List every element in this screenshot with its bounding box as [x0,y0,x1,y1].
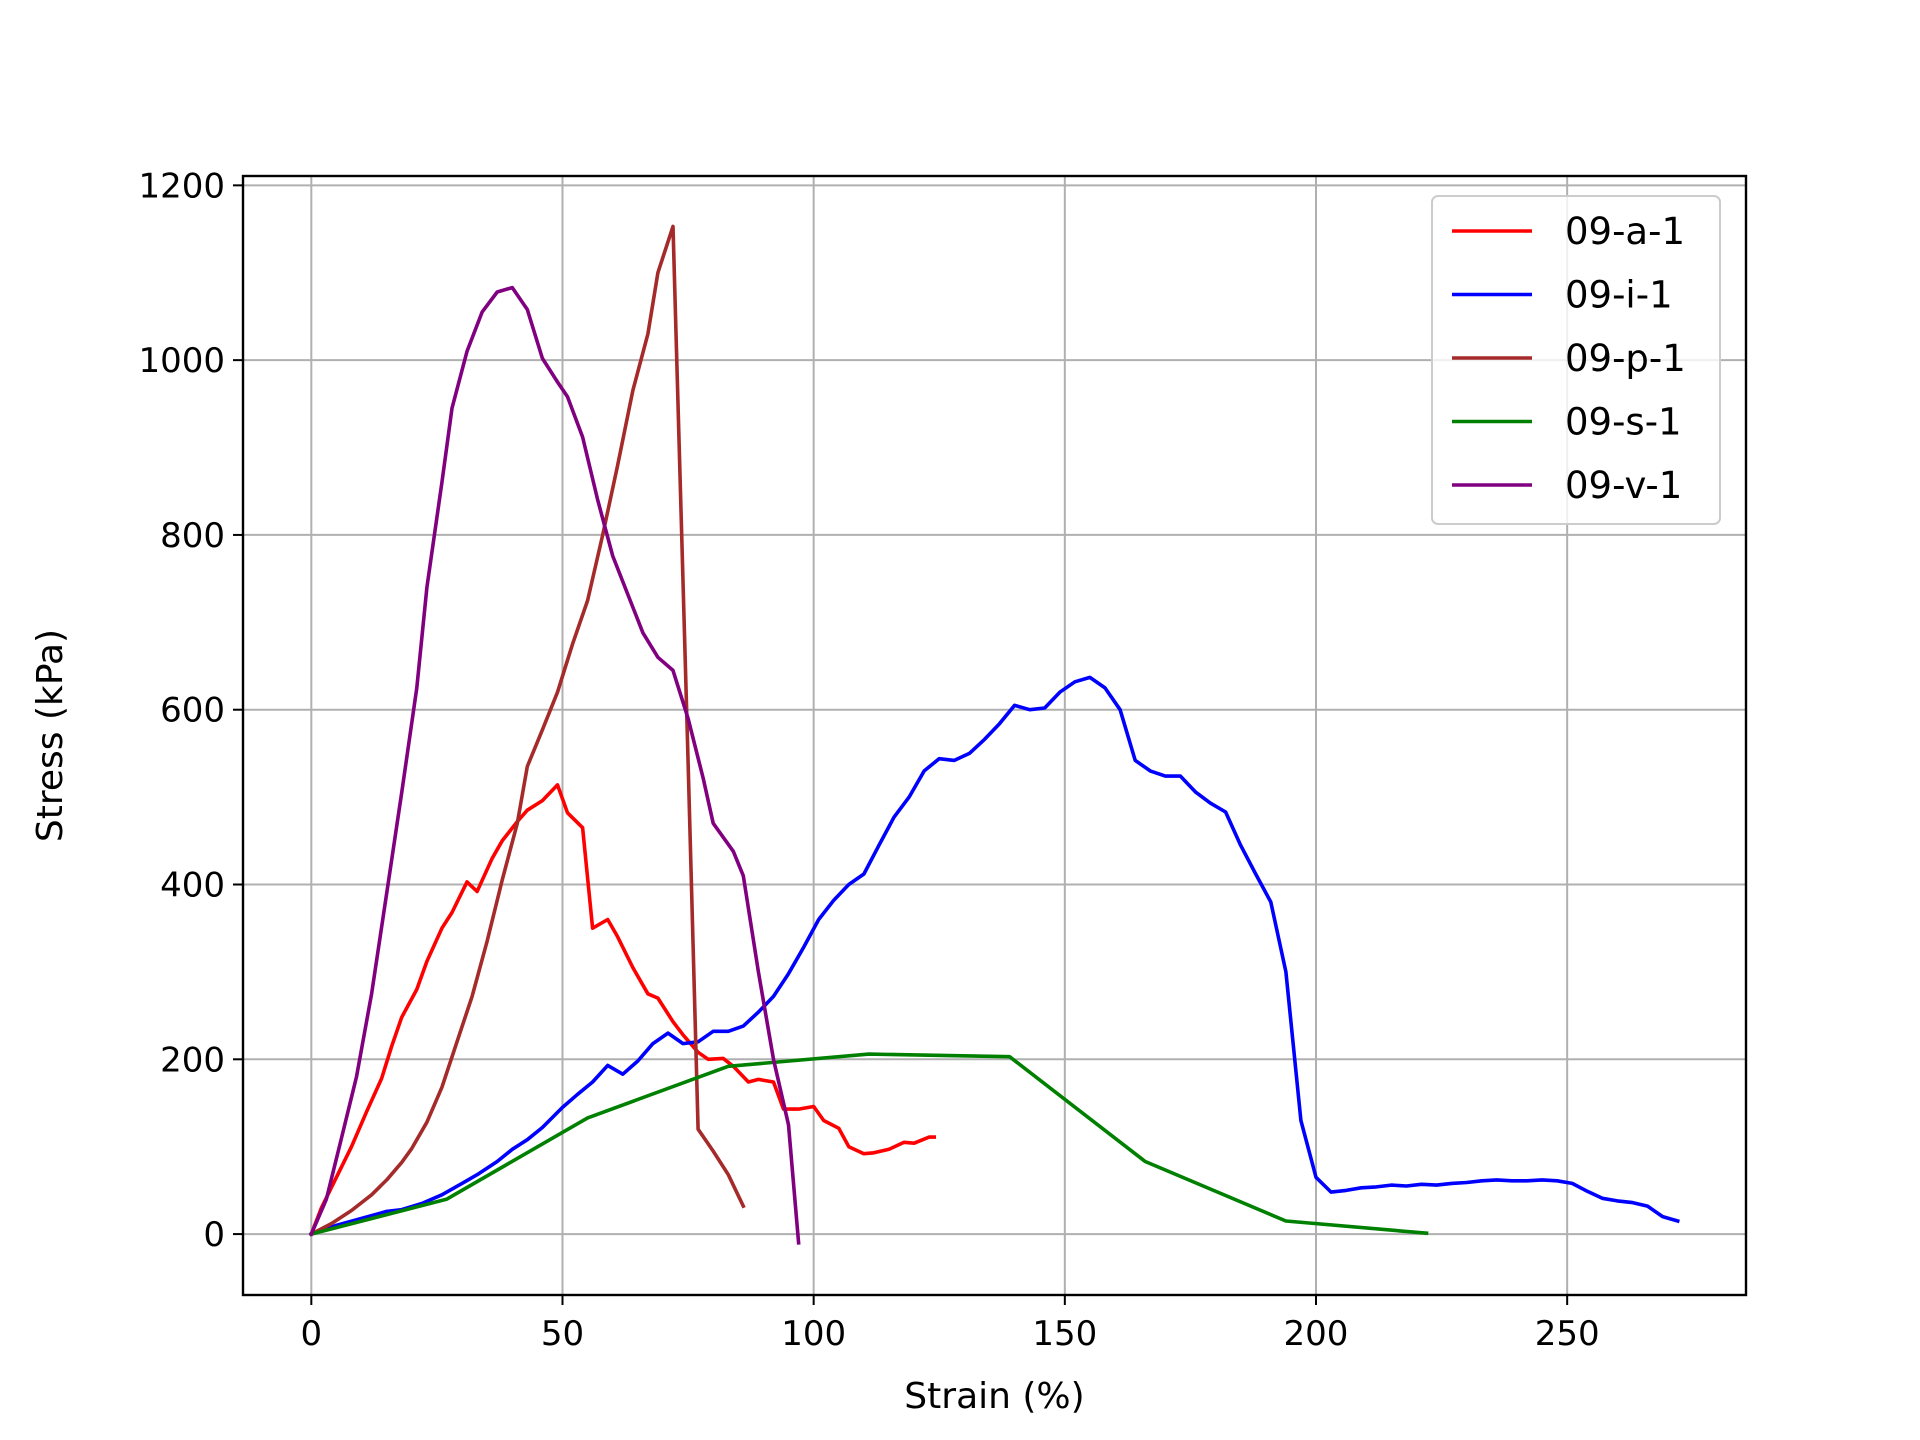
legend-label: 09-a-1 [1565,210,1685,253]
x-axis: 0 50 100 150 200 250 [300,1295,1600,1354]
series-layer [308,224,1680,1245]
y-tick-label: 800 [160,516,225,556]
y-tick-label: 400 [160,866,225,906]
x-tick-label: 200 [1284,1314,1349,1354]
series-line-09-p-1 [308,224,746,1237]
series-line-09-s-1 [309,1052,1429,1237]
x-tick-label: 50 [541,1314,584,1354]
y-tick-label: 0 [203,1215,225,1255]
legend-box [1431,195,1721,525]
plot-frame [241,174,1748,1297]
x-tick-label: 250 [1535,1314,1600,1354]
y-tick-label: 600 [160,691,225,731]
legend-label: 09-v-1 [1565,464,1682,507]
legend-label: 09-i-1 [1565,274,1673,317]
x-tick-label: 150 [1032,1314,1097,1354]
legend-label: 09-p-1 [1565,337,1686,380]
series-line-09-a-1 [308,783,936,1237]
y-tick-label: 1200 [138,166,225,206]
y-axis: 0 200 400 600 800 1000 1200 [138,166,243,1255]
x-axis-title: Strain (%) [904,1376,1084,1417]
legend: 09-a-1 09-i-1 09-p-1 09-s-1 09-v-1 [1431,195,1721,525]
series-line-09-v-1 [308,285,801,1245]
x-tick-label: 0 [300,1314,322,1354]
y-axis-title: Stress (kPa) [30,629,71,842]
series-line-09-i-1 [309,675,1680,1237]
y-tick-label: 1000 [138,341,225,381]
y-tick-label: 200 [160,1040,225,1080]
legend-label: 09-s-1 [1565,401,1682,444]
x-tick-label: 100 [781,1314,846,1354]
